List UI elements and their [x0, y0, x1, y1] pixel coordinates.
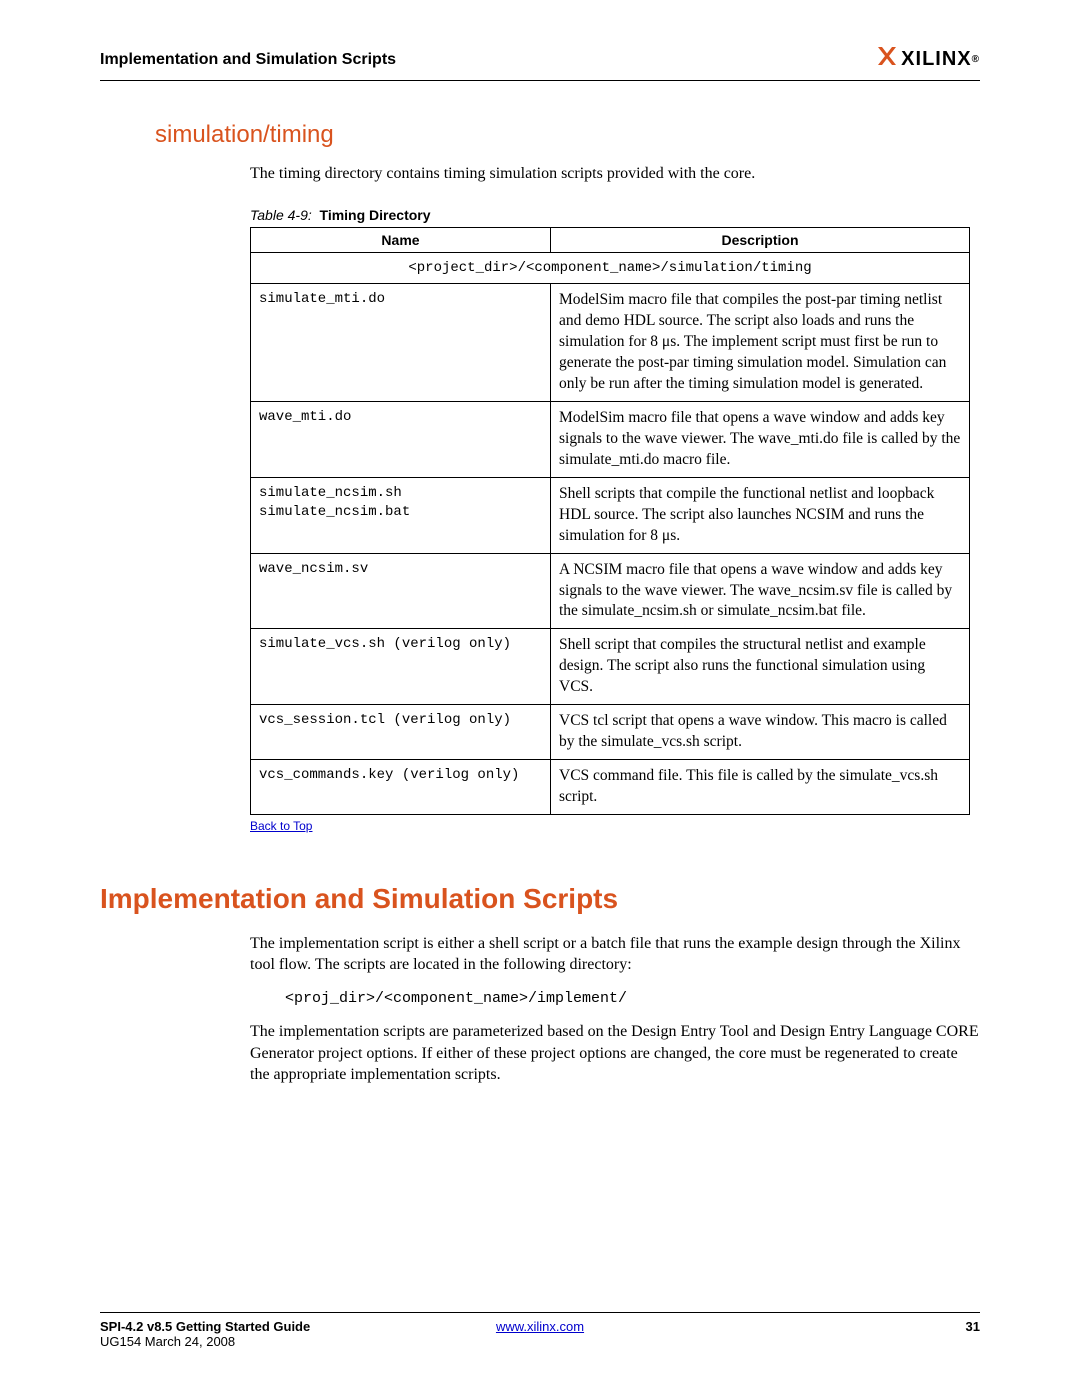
- file-desc-cell: VCS tcl script that opens a wave window.…: [551, 705, 970, 760]
- table-row: wave_ncsim.sv A NCSIM macro file that op…: [251, 553, 970, 629]
- page-footer: SPI-4.2 v8.5 Getting Started Guide UG154…: [100, 1312, 980, 1349]
- file-desc-cell: Shell scripts that compile the functiona…: [551, 477, 970, 553]
- footer-left: SPI-4.2 v8.5 Getting Started Guide UG154…: [100, 1319, 310, 1349]
- running-title: Implementation and Simulation Scripts: [100, 51, 396, 69]
- file-name-cell: wave_mti.do: [251, 402, 551, 478]
- xilinx-logo: XILINX ®: [876, 45, 980, 74]
- file-desc-cell: A NCSIM macro file that opens a wave win…: [551, 553, 970, 629]
- table-caption-prefix: Table 4-9:: [250, 207, 312, 223]
- body-paragraph: The implementation script is either a sh…: [250, 933, 980, 976]
- body-paragraph: The implementation scripts are parameter…: [250, 1021, 980, 1086]
- back-to-top-link[interactable]: Back to Top: [250, 819, 980, 833]
- file-desc-cell: VCS command file. This file is called by…: [551, 760, 970, 815]
- col-name: Name: [251, 227, 551, 252]
- table-row: simulate_ncsim.sh simulate_ncsim.bat She…: [251, 477, 970, 553]
- file-name-cell: vcs_session.tcl (verilog only): [251, 705, 551, 760]
- footer-doc-sub: UG154 March 24, 2008: [100, 1334, 310, 1349]
- table-row: <project_dir>/<component_name>/simulatio…: [251, 252, 970, 284]
- section-heading: Implementation and Simulation Scripts: [100, 883, 980, 915]
- page-header: Implementation and Simulation Scripts XI…: [100, 45, 980, 81]
- file-name-cell: simulate_mti.do: [251, 284, 551, 402]
- logo-registered: ®: [972, 54, 980, 65]
- table-row: simulate_mti.do ModelSim macro file that…: [251, 284, 970, 402]
- table-header-row: Name Description: [251, 227, 970, 252]
- logo-x-icon: [876, 45, 898, 74]
- file-name-cell: simulate_ncsim.sh simulate_ncsim.bat: [251, 477, 551, 553]
- table-row: wave_mti.do ModelSim macro file that ope…: [251, 402, 970, 478]
- timing-directory-table: Name Description <project_dir>/<componen…: [250, 227, 970, 815]
- directory-path-cell: <project_dir>/<component_name>/simulatio…: [251, 252, 970, 284]
- file-desc-cell: Shell script that compiles the structura…: [551, 629, 970, 705]
- logo-text: XILINX: [901, 48, 971, 71]
- footer-url-link[interactable]: www.xilinx.com: [496, 1319, 584, 1334]
- code-path: <proj_dir>/<component_name>/implement/: [285, 990, 980, 1007]
- footer-doc-title: SPI-4.2 v8.5 Getting Started Guide: [100, 1319, 310, 1334]
- intro-paragraph: The timing directory contains timing sim…: [250, 163, 980, 185]
- col-description: Description: [551, 227, 970, 252]
- table-caption-title: Timing Directory: [320, 207, 431, 223]
- file-name-cell: simulate_vcs.sh (verilog only): [251, 629, 551, 705]
- file-desc-cell: ModelSim macro file that opens a wave wi…: [551, 402, 970, 478]
- file-desc-cell: ModelSim macro file that compiles the po…: [551, 284, 970, 402]
- file-name-cell: wave_ncsim.sv: [251, 553, 551, 629]
- footer-page-number: 31: [966, 1319, 980, 1349]
- table-row: vcs_commands.key (verilog only) VCS comm…: [251, 760, 970, 815]
- table-row: vcs_session.tcl (verilog only) VCS tcl s…: [251, 705, 970, 760]
- subsection-heading: simulation/timing: [155, 121, 980, 149]
- table-caption: Table 4-9: Timing Directory: [250, 207, 980, 223]
- file-name-cell: vcs_commands.key (verilog only): [251, 760, 551, 815]
- table-row: simulate_vcs.sh (verilog only) Shell scr…: [251, 629, 970, 705]
